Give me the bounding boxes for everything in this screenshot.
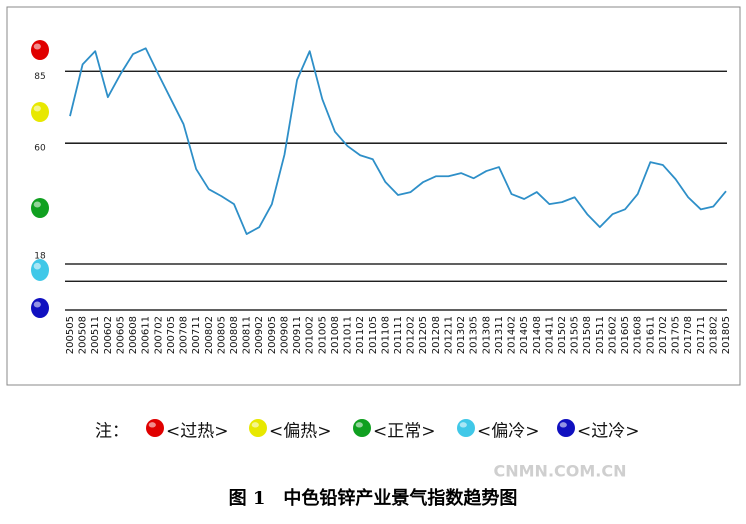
x-tick-label: 200908	[279, 316, 290, 354]
x-tick-label: 201402	[507, 316, 518, 354]
x-tick-label: 200705	[166, 316, 177, 354]
caption: 图 1 中色铅锌产业景气指数趋势图	[229, 487, 518, 509]
x-tick-label: 200811	[242, 316, 253, 354]
ball-highlight	[459, 422, 467, 428]
zone-ball	[31, 198, 49, 218]
x-tick-label: 200902	[254, 316, 265, 354]
x-tick-label: 201708	[683, 316, 694, 354]
x-tick-label: 201805	[721, 316, 732, 354]
legend-label: <偏冷>	[477, 422, 540, 442]
x-tick-label: 200505	[65, 316, 76, 354]
x-tick-label: 201302	[456, 316, 467, 354]
zone-ball	[353, 419, 371, 437]
x-tick-label: 201602	[607, 316, 618, 354]
x-tick-label: 201508	[582, 316, 593, 354]
x-tick-label: 201505	[570, 316, 581, 354]
zone-ball	[557, 419, 575, 437]
series-line	[69, 47, 727, 235]
ball-highlight	[251, 422, 259, 428]
x-tick-label: 200608	[128, 316, 139, 354]
x-tick-label: 200808	[229, 316, 240, 354]
x-tick-label: 200802	[204, 316, 215, 354]
x-tick-label: 201305	[469, 316, 480, 354]
zone-ball	[31, 259, 49, 281]
x-tick-label: 200708	[179, 316, 190, 354]
watermark: CNMN.COM.CN	[494, 462, 627, 481]
x-tick-label: 200602	[103, 316, 114, 354]
legend-label: <偏热>	[269, 422, 332, 442]
x-tick-label: 201802	[708, 316, 719, 354]
y-tick-label: 18	[34, 251, 46, 261]
x-tick-label: 200605	[115, 316, 126, 354]
zone-ball	[249, 419, 267, 437]
x-tick-label: 200511	[90, 316, 101, 354]
x-tick-label: 201208	[431, 316, 442, 354]
chart-frame	[6, 6, 741, 386]
x-tick-label: 201002	[305, 316, 316, 354]
x-tick-label: 200905	[267, 316, 278, 354]
ball-highlight	[33, 301, 41, 308]
x-tick-label: 201608	[633, 316, 644, 354]
zone-ball	[31, 102, 49, 122]
legend-label: <正常>	[373, 422, 436, 442]
x-tick-label: 200711	[191, 316, 202, 354]
zone-ball	[457, 419, 475, 437]
x-tick-label: 201605	[620, 316, 631, 354]
ball-highlight	[33, 262, 41, 270]
ball-highlight	[33, 201, 41, 208]
x-tick-label: 201108	[380, 316, 391, 354]
ball-highlight	[33, 105, 41, 112]
x-tick-label: 201205	[418, 316, 429, 354]
x-tick-label: 200702	[153, 316, 164, 354]
x-tick-label: 200611	[141, 316, 152, 354]
x-tick-label: 201211	[443, 316, 454, 354]
x-tick-label: 200508	[78, 316, 89, 354]
note-label: 注：	[95, 422, 129, 442]
x-tick-label: 201405	[519, 316, 530, 354]
x-tick-label: 201111	[393, 316, 404, 354]
x-tick-label: 200805	[216, 316, 227, 354]
x-tick-label: 201705	[671, 316, 682, 354]
x-tick-label: 201311	[494, 316, 505, 354]
x-tick-label: 201202	[406, 316, 417, 354]
legend-label: <过冷>	[577, 422, 640, 442]
zone-ball	[31, 298, 49, 318]
ball-highlight	[148, 422, 156, 428]
x-tick-label: 201008	[330, 316, 341, 354]
x-tick-label: 201611	[645, 316, 656, 354]
legend-label: <过热>	[166, 422, 229, 442]
x-tick-label: 201411	[544, 316, 555, 354]
ball-highlight	[33, 43, 41, 50]
x-tick-label: 200911	[292, 316, 303, 354]
x-tick-label: 201502	[557, 316, 568, 354]
x-tick-label: 201711	[696, 316, 707, 354]
x-tick-label: 201511	[595, 316, 606, 354]
x-tick-label: 201702	[658, 316, 669, 354]
y-tick-label: 85	[34, 72, 45, 82]
y-tick-label: 60	[34, 144, 46, 154]
ball-highlight	[355, 422, 363, 428]
x-tick-label: 201011	[343, 316, 354, 354]
x-tick-label: 201005	[317, 316, 328, 354]
x-tick-label: 201308	[481, 316, 492, 354]
x-tick-label: 201105	[368, 316, 379, 354]
zone-ball	[31, 40, 49, 60]
ball-highlight	[559, 422, 567, 428]
x-tick-label: 201408	[532, 316, 543, 354]
zone-ball	[146, 419, 164, 437]
x-tick-label: 201102	[355, 316, 366, 354]
